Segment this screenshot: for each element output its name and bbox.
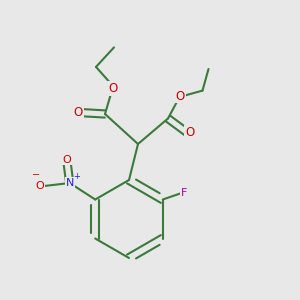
Text: O: O [62,154,71,165]
Text: O: O [74,106,82,119]
Text: +: + [73,172,80,181]
Text: O: O [108,82,117,95]
Text: −: − [32,169,40,180]
Text: O: O [185,126,194,140]
Text: O: O [35,181,44,191]
Text: N: N [65,178,74,188]
Text: O: O [176,89,184,103]
Text: F: F [181,188,188,198]
